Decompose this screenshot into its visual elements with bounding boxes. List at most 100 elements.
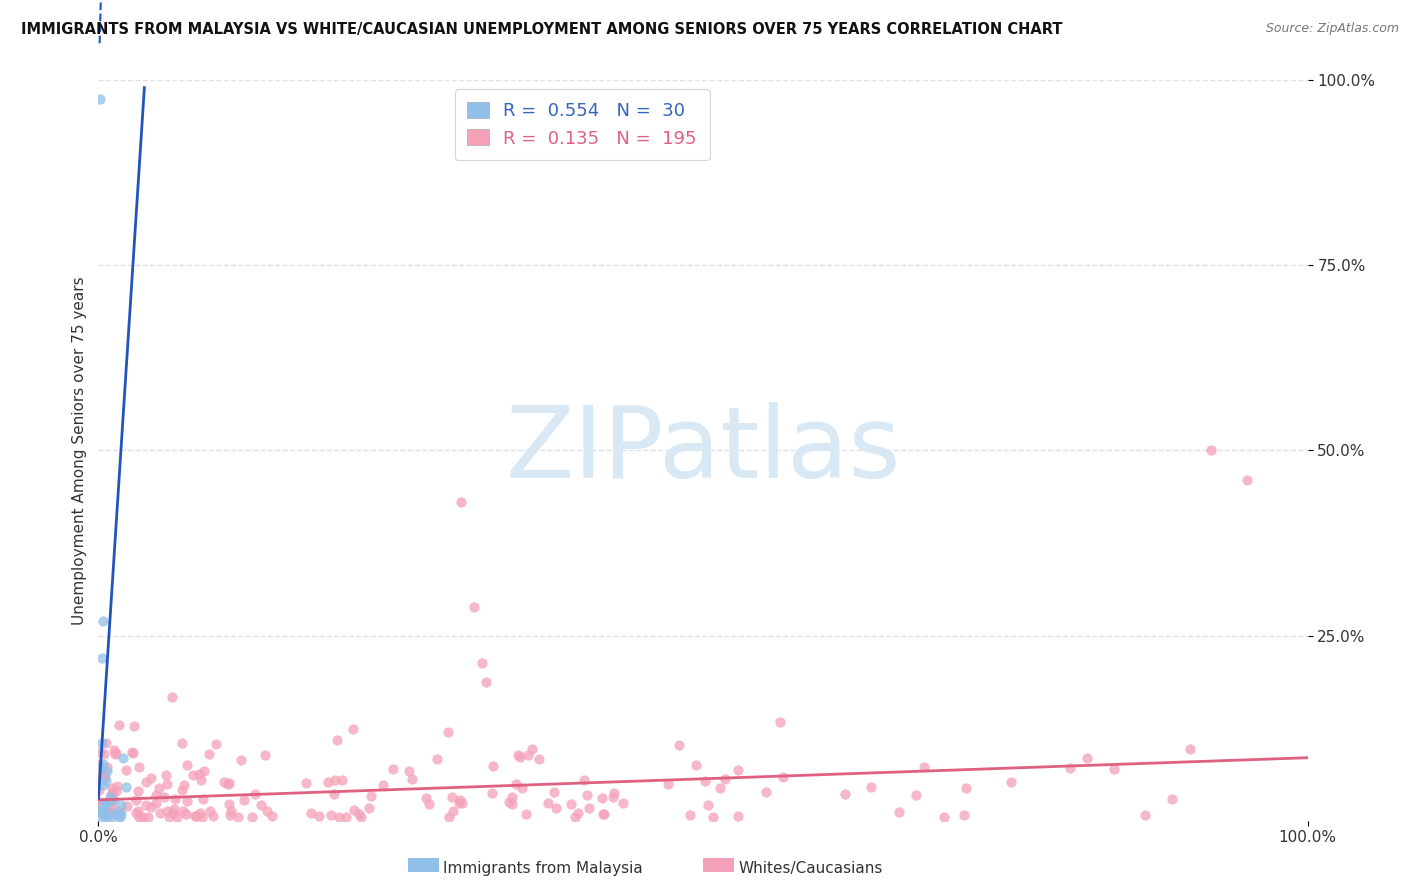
Point — [471, 656, 494, 670]
Point — [91, 650, 114, 665]
Point — [501, 789, 523, 804]
Point — [219, 807, 242, 822]
Point — [90, 797, 112, 812]
Text: IMMIGRANTS FROM MALAYSIA VS WHITE/CAUCASIAN UNEMPLOYMENT AMONG SENIORS OVER 75 Y: IMMIGRANTS FROM MALAYSIA VS WHITE/CAUCAS… — [21, 22, 1063, 37]
Point — [108, 717, 131, 731]
Point — [93, 766, 115, 780]
Point — [325, 773, 347, 788]
Legend: R =  0.554   N =  30, R =  0.135   N =  195: R = 0.554 N = 30, R = 0.135 N = 195 — [454, 89, 710, 161]
Point — [509, 750, 531, 764]
Point — [108, 809, 131, 823]
Point — [193, 764, 215, 778]
Point — [128, 810, 150, 824]
Point — [91, 801, 114, 815]
Point — [415, 791, 437, 805]
Point — [564, 810, 586, 824]
Point — [602, 789, 624, 804]
Point — [475, 675, 498, 690]
Point — [218, 797, 240, 811]
Point — [527, 752, 550, 766]
Point — [418, 797, 440, 811]
Point — [181, 768, 204, 782]
Point — [94, 809, 117, 823]
Point — [91, 614, 114, 628]
Point — [173, 778, 195, 792]
Point — [544, 801, 567, 815]
Point — [89, 798, 111, 813]
Point — [449, 793, 471, 807]
Point — [155, 768, 177, 782]
Point — [501, 797, 523, 812]
Point — [145, 796, 167, 810]
Point — [450, 796, 472, 810]
Point — [567, 805, 589, 820]
Point — [482, 759, 505, 773]
Text: Whites/Caucasians: Whites/Caucasians — [738, 862, 883, 876]
Point — [100, 788, 122, 802]
Point — [679, 808, 702, 822]
Point — [536, 796, 558, 810]
Point — [240, 810, 263, 824]
Point — [1000, 775, 1022, 789]
Point — [125, 805, 148, 820]
Point — [94, 796, 117, 810]
Point — [89, 803, 111, 817]
Point — [318, 775, 340, 789]
Point — [426, 752, 449, 766]
Point — [94, 770, 117, 784]
Point — [328, 810, 350, 824]
Point — [89, 92, 111, 106]
Point — [100, 792, 122, 806]
Point — [727, 763, 749, 777]
Point — [112, 751, 135, 765]
Point — [101, 786, 124, 800]
Point — [108, 805, 131, 820]
Point — [101, 793, 124, 807]
Point — [89, 795, 111, 809]
Point — [441, 805, 464, 819]
Point — [96, 764, 118, 778]
Point — [299, 805, 322, 820]
Point — [96, 797, 118, 812]
Point — [115, 780, 138, 795]
Point — [153, 789, 176, 804]
Point — [517, 748, 540, 763]
Point — [441, 790, 464, 805]
Point — [96, 810, 118, 824]
Point — [188, 767, 211, 781]
Point — [205, 737, 228, 751]
Point — [108, 810, 131, 824]
Point — [186, 809, 208, 823]
Point — [198, 747, 221, 761]
Point — [1199, 443, 1222, 458]
Point — [104, 783, 127, 797]
Point — [96, 805, 118, 819]
Point — [121, 745, 143, 759]
Point — [91, 798, 114, 813]
Point — [463, 599, 485, 614]
Point — [149, 805, 172, 820]
Point — [217, 777, 239, 791]
Point — [135, 775, 157, 789]
Point — [96, 759, 118, 773]
Point — [955, 780, 977, 795]
Point — [104, 746, 127, 760]
Point — [233, 793, 256, 807]
Point — [1059, 761, 1081, 775]
Point — [105, 779, 128, 793]
Point — [145, 788, 167, 802]
Point — [96, 736, 118, 750]
Point — [198, 805, 221, 819]
Point — [162, 805, 184, 820]
Point — [912, 760, 935, 774]
Point — [603, 786, 626, 800]
Point — [125, 793, 148, 807]
Point — [166, 810, 188, 824]
Point — [657, 776, 679, 790]
Point — [349, 806, 371, 821]
Point — [319, 807, 342, 822]
Point — [769, 715, 792, 730]
Point — [229, 753, 252, 767]
Point — [953, 808, 976, 822]
Point — [101, 781, 124, 796]
